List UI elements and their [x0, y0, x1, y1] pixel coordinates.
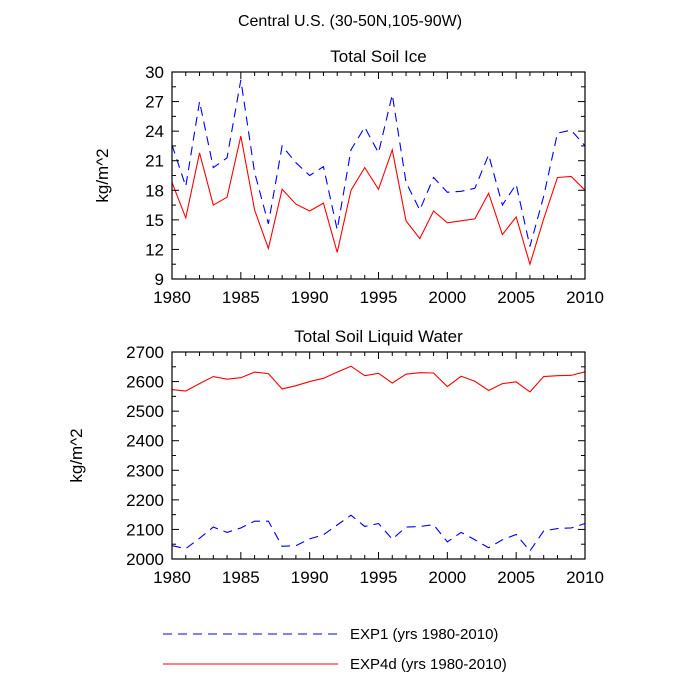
y-axis-label: kg/m^2 — [93, 148, 112, 202]
y-tick-label: 30 — [145, 63, 164, 82]
legend-label-1: EXP1 (yrs 1980-2010) — [350, 626, 498, 643]
y-tick-label: 18 — [145, 181, 164, 200]
y-tick-label: 2500 — [126, 402, 164, 421]
x-tick-label: 1980 — [153, 288, 191, 307]
y-tick-label: 21 — [145, 152, 164, 171]
y-tick-label: 2700 — [126, 343, 164, 362]
plot-frame — [171, 71, 586, 280]
chart-title: Total Soil Ice — [330, 47, 426, 66]
legend: EXP1 (yrs 1980-2010) EXP4d (yrs 1980-2010… — [163, 626, 507, 673]
x-tick-label: 1985 — [222, 288, 260, 307]
x-tick-label: 2010 — [566, 568, 604, 587]
series-line-exp1 — [171, 79, 586, 247]
y-tick-label: 2200 — [126, 491, 164, 510]
y-tick-label: 2600 — [126, 373, 164, 392]
series-line-exp4d — [171, 135, 586, 267]
x-tick-label: 2000 — [428, 288, 466, 307]
figure-title: Central U.S. (30-50N,105-90W) — [238, 13, 462, 30]
y-axis-label: kg/m^2 — [67, 428, 86, 482]
chart-panel-1: Total Soil Ice kg/m^2 1980 1985 1990 1995 2000… — [93, 47, 604, 307]
x-tick-label: 2005 — [497, 288, 535, 307]
x-tick-label: 1990 — [291, 288, 329, 307]
x-tick-label: 1985 — [222, 568, 260, 587]
y-tick-label: 27 — [145, 93, 164, 112]
x-tick-label: 1980 — [153, 568, 191, 587]
series-line-exp1 — [171, 514, 586, 552]
chart-panel-2: Total Soil Liquid Water kg/m^2 1980 1985 199… — [67, 327, 604, 587]
series-line-exp4d — [171, 365, 586, 393]
x-tick-label: 2000 — [428, 568, 466, 587]
plot-frame — [171, 351, 586, 560]
y-tick-label: 24 — [145, 122, 164, 141]
y-tick-label: 12 — [145, 240, 164, 259]
y-tick-label: 2100 — [126, 520, 164, 539]
x-tick-label: 1995 — [360, 288, 398, 307]
y-tick-label: 2000 — [126, 550, 164, 569]
x-tick-label: 1995 — [360, 568, 398, 587]
y-tick-label: 2300 — [126, 461, 164, 480]
y-tick-label: 2400 — [126, 432, 164, 451]
x-tick-label: 1990 — [291, 568, 329, 587]
x-tick-label: 2010 — [566, 288, 604, 307]
chart-panels: Total Soil Ice kg/m^2 1980 1985 1990 1995 2000… — [67, 47, 604, 587]
legend-label-2: EXP4d (yrs 1980-2010) — [350, 656, 507, 673]
y-tick-label: 9 — [155, 270, 164, 289]
chart-title: Total Soil Liquid Water — [294, 327, 463, 346]
y-tick-label: 15 — [145, 211, 164, 230]
x-tick-label: 2005 — [497, 568, 535, 587]
